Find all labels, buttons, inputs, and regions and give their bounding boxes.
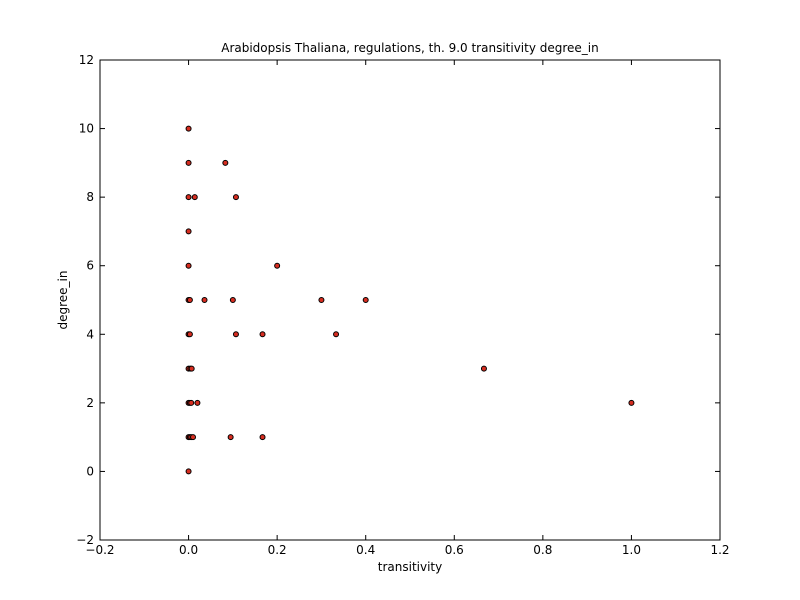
scatter-point bbox=[191, 194, 198, 201]
x-tick-label: 1.2 bbox=[710, 543, 729, 557]
scatter-point bbox=[227, 434, 234, 441]
y-axis-label: degree_in bbox=[56, 271, 70, 330]
scatter-point bbox=[201, 297, 208, 303]
scatter-point bbox=[222, 159, 229, 166]
scatter-point bbox=[194, 399, 201, 406]
x-tick-label: −0.2 bbox=[85, 543, 114, 557]
scatter-point bbox=[318, 297, 325, 303]
y-axis-ticks: −2 0 2 4 6 8 10 12 bbox=[76, 53, 720, 547]
x-tick-label: 0.0 bbox=[179, 543, 198, 557]
y-tick-label: 0 bbox=[86, 464, 94, 478]
y-tick-label: 4 bbox=[86, 327, 94, 341]
scatter-point bbox=[480, 365, 487, 372]
y-tick-label: 10 bbox=[79, 122, 94, 136]
scatter-point bbox=[190, 434, 196, 441]
y-tick-label: 6 bbox=[86, 259, 94, 273]
scatter-points bbox=[185, 125, 635, 475]
y-tick-label: −2 bbox=[76, 533, 94, 547]
scatter-point bbox=[185, 125, 192, 132]
scatter-point bbox=[185, 159, 192, 166]
x-axis-label: transitivity bbox=[378, 560, 442, 574]
scatter-point bbox=[274, 262, 281, 269]
scatter-point bbox=[188, 399, 195, 406]
x-tick-label: 0.2 bbox=[268, 543, 287, 557]
scatter-point bbox=[229, 297, 236, 303]
chart-title: Arabidopsis Thaliana, regulations, th. 9… bbox=[221, 41, 599, 55]
x-tick-label: 1.0 bbox=[622, 543, 641, 557]
x-tick-label: 0.4 bbox=[356, 543, 375, 557]
scatter-point bbox=[185, 228, 192, 235]
scatter-point bbox=[628, 399, 635, 406]
scatter-point bbox=[185, 262, 192, 269]
scatter-point bbox=[185, 194, 192, 201]
y-tick-label: 2 bbox=[86, 396, 94, 410]
y-tick-label: 12 bbox=[79, 53, 94, 67]
scatter-point bbox=[333, 331, 340, 338]
x-tick-label: 0.8 bbox=[533, 543, 552, 557]
scatter-point bbox=[362, 297, 369, 303]
scatter-point bbox=[186, 297, 193, 303]
plot-area bbox=[99, 59, 721, 541]
x-axis-ticks: −0.2 0.0 0.2 0.4 0.6 0.8 1.0 1.2 bbox=[85, 60, 730, 557]
x-tick-label: 0.6 bbox=[445, 543, 464, 557]
y-tick-label: 8 bbox=[86, 190, 94, 204]
scatter-point bbox=[186, 331, 193, 338]
scatter-point bbox=[232, 194, 239, 201]
scatter-point bbox=[232, 331, 239, 338]
scatter-point bbox=[259, 331, 266, 338]
scatter-point bbox=[188, 365, 195, 372]
scatter-point bbox=[259, 434, 266, 441]
scatter-point bbox=[185, 468, 192, 475]
